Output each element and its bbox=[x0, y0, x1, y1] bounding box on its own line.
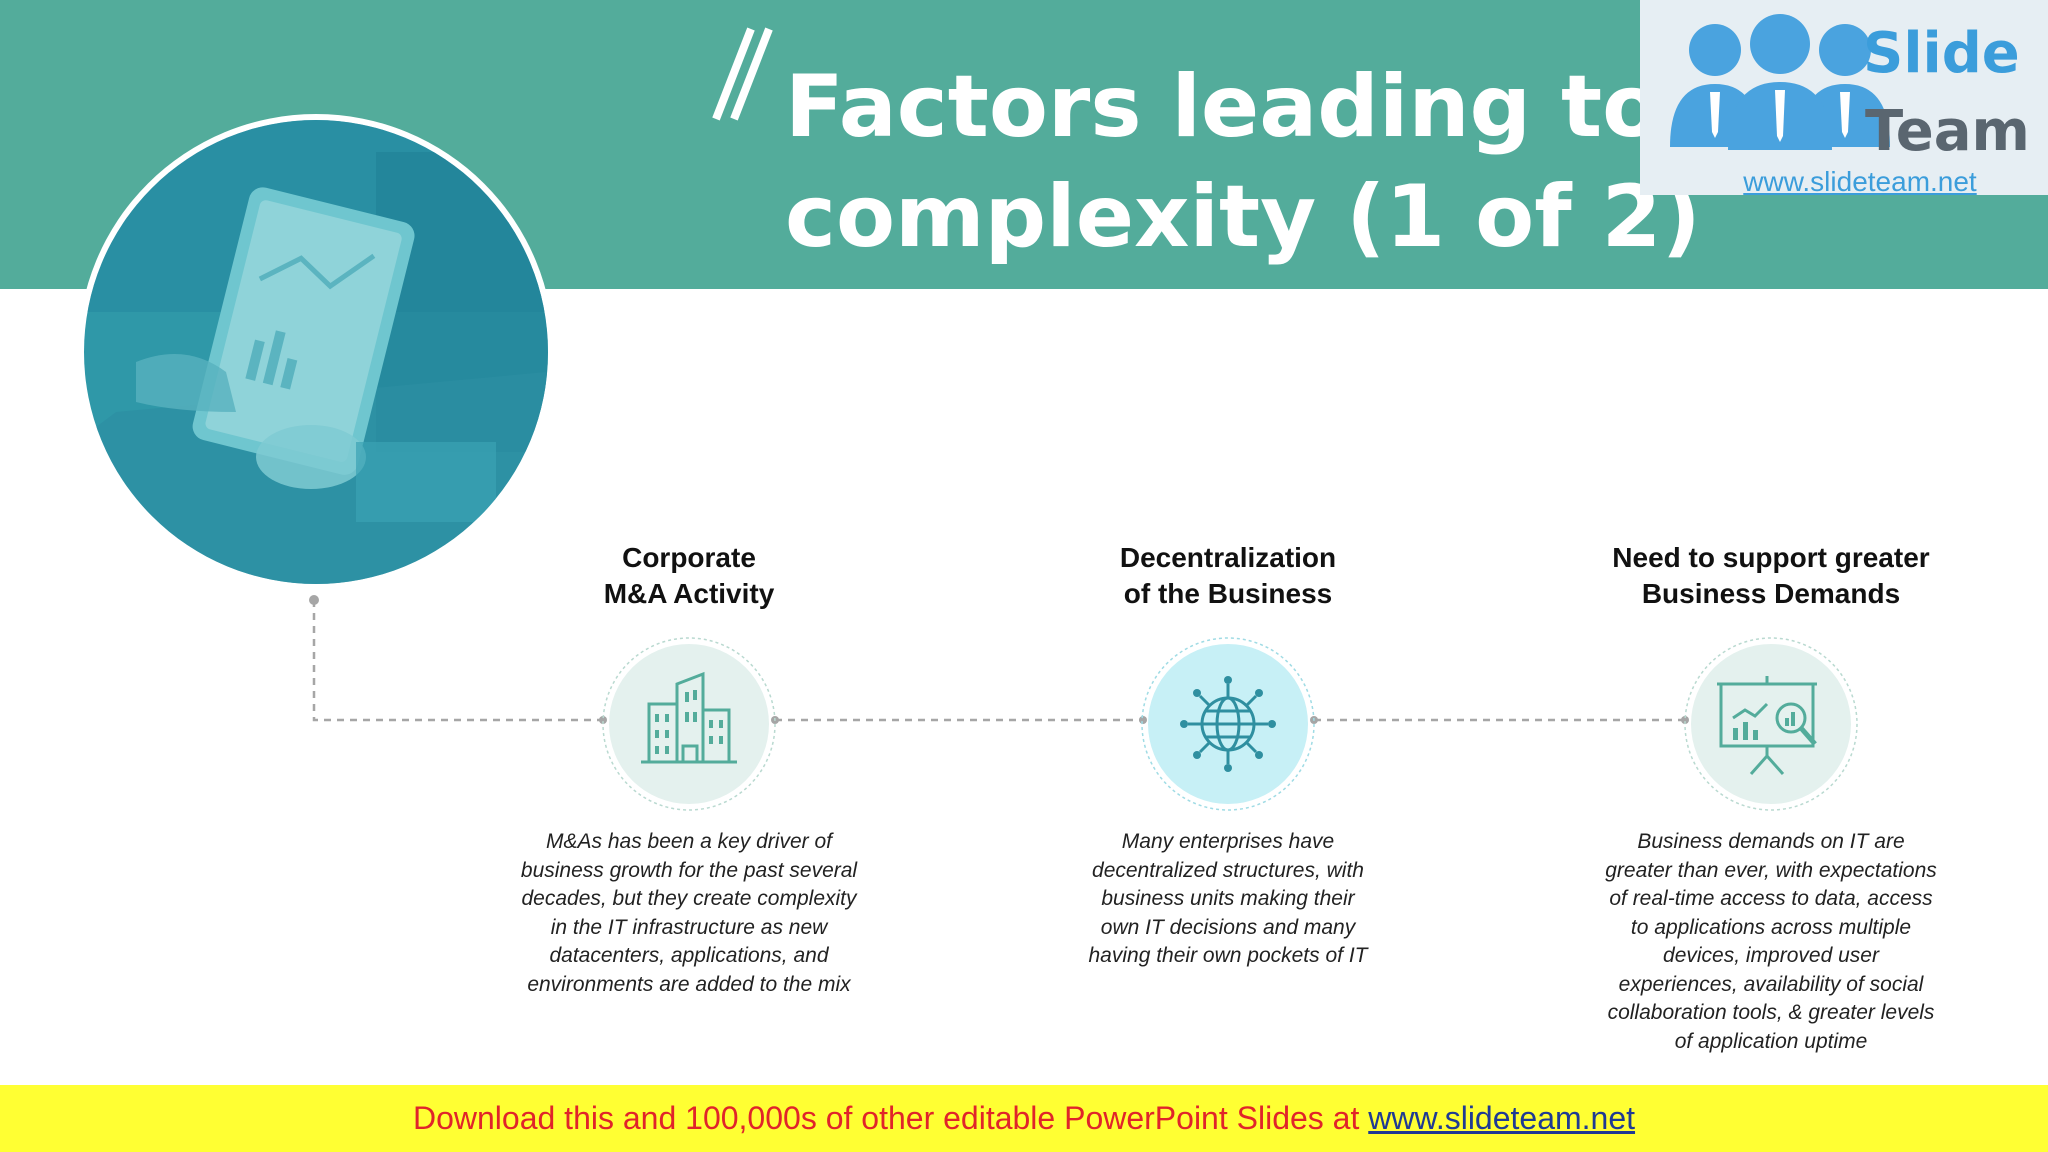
presentation-analytics-icon bbox=[1684, 637, 1858, 811]
factor-heading: Need to support greater Business Demands bbox=[1612, 542, 1930, 609]
factor-description: Many enterprises have decentralized stru… bbox=[1088, 830, 1368, 967]
factor-ma-activity: Corporate M&A Activity M&As has been a k… bbox=[449, 540, 929, 1000]
download-banner-message: Download this and 100,000s of other edit… bbox=[412, 1100, 1369, 1136]
slideteam-link[interactable]: www.slideteam.net bbox=[1368, 1100, 1636, 1136]
title-slash-icon bbox=[712, 27, 773, 121]
factor-decentralization: Decentralization of the Business Many en… bbox=[988, 540, 1468, 1000]
factor-heading: Corporate M&A Activity bbox=[603, 542, 775, 609]
factor-business-demands: Need to support greater Business Demands… bbox=[1531, 540, 2011, 1060]
globe-network-icon bbox=[1141, 637, 1315, 811]
factor-description: Business demands on IT are greater than … bbox=[1605, 830, 1937, 1053]
page-title: Factors leading to IT complexity (1 of 2… bbox=[785, 57, 1782, 267]
people-logo-icon bbox=[1670, 14, 1890, 150]
download-banner: Download this and 100,000s of other edit… bbox=[0, 1085, 2048, 1152]
logo-word-team: Team bbox=[1865, 99, 2030, 164]
logo-url-link[interactable]: www.slideteam.net bbox=[1743, 166, 1977, 197]
factor-description: M&As has been a key driver of business g… bbox=[520, 830, 858, 996]
buildings-icon bbox=[602, 637, 776, 811]
slideteam-logo[interactable]: Slide Team www.slideteam.net bbox=[1640, 0, 2048, 197]
download-banner-text: Download this and 100,000s of other edit… bbox=[413, 1100, 1635, 1137]
tablet-photo-circle bbox=[78, 114, 554, 590]
factor-heading: Decentralization of the Business bbox=[1119, 542, 1337, 609]
logo-word-slide: Slide bbox=[1863, 21, 2020, 86]
